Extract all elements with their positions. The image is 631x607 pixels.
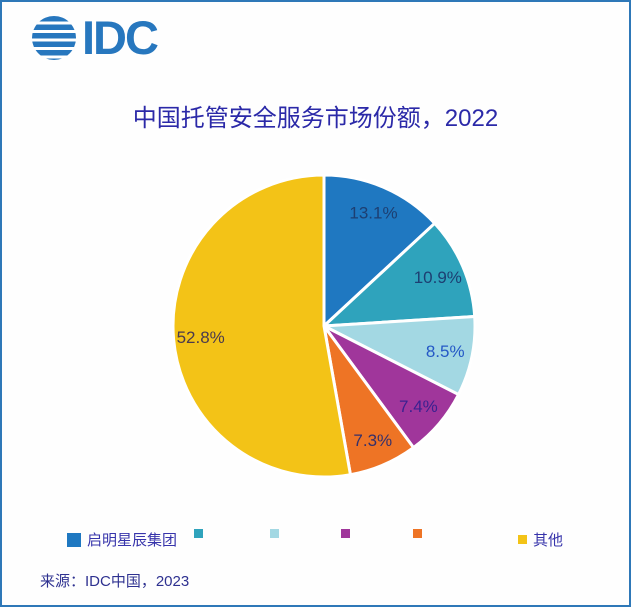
chart-title: 中国托管安全服务市场份额，2022 xyxy=(132,105,499,132)
slice-label-3: 7.4% xyxy=(399,397,438,416)
legend-item-1 xyxy=(194,529,203,538)
source-note: 来源：IDC中国，2023 xyxy=(40,573,190,590)
legend-label: 其他 xyxy=(533,532,564,549)
pie-slice-1 xyxy=(322,221,477,328)
idc-globe-icon xyxy=(32,16,76,60)
legend-swatch-icon xyxy=(341,529,350,538)
legend-swatch-icon xyxy=(194,529,203,538)
legend-item-2 xyxy=(270,529,279,538)
legend-swatch-icon xyxy=(67,532,81,547)
idc-logo: IDC xyxy=(32,11,159,64)
legend-swatch-icon xyxy=(270,529,279,538)
slice-label-0: 13.1% xyxy=(349,204,397,223)
legend-item-4 xyxy=(413,529,422,538)
slice-label-2: 8.5% xyxy=(426,342,465,361)
pie-slice-5 xyxy=(171,173,352,479)
legend-swatch-icon xyxy=(413,529,422,538)
idc-logo-text: IDC xyxy=(82,11,159,64)
slice-label-5: 52.8% xyxy=(177,328,225,347)
slice-label-1: 10.9% xyxy=(414,268,462,287)
legend-item-0: 启明星辰集团 xyxy=(67,529,177,550)
legend-item-3 xyxy=(341,529,350,538)
legend-swatch-icon xyxy=(518,535,527,544)
legend-item-5: 其他 xyxy=(518,529,563,550)
pie-slice-0 xyxy=(322,173,437,328)
legend-label: 启明星辰集团 xyxy=(87,532,178,549)
slice-label-4: 7.3% xyxy=(353,431,392,450)
